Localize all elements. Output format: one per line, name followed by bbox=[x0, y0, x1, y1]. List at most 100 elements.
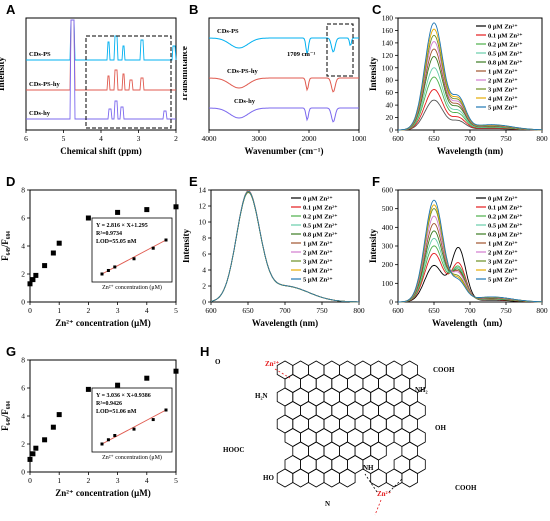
data-point bbox=[56, 240, 62, 246]
y-tick-label: 2 bbox=[21, 270, 25, 279]
fit-line bbox=[101, 239, 167, 275]
plot-frame bbox=[208, 17, 360, 131]
y-tick-label: 40 bbox=[386, 101, 394, 110]
panel-label: G bbox=[6, 344, 17, 359]
x-axis-label: Wavelength (nm) bbox=[437, 146, 503, 156]
panel-h: H H₂N NH₂ OH HO COOH HOOC COOH NH N O Zn²⁺ Zn²⁺ bbox=[190, 342, 550, 516]
group-label: NH₂ bbox=[415, 386, 428, 394]
series-label: CDs-PS bbox=[29, 51, 51, 58]
fluorescence-chart-f: 600 650 700 750 800 0 100 200 300 400 500 600 Wavele… bbox=[368, 186, 548, 329]
annotation: 1709 cm⁻¹ bbox=[287, 51, 315, 58]
legend-entry: 0.8 μM Zn²⁺ bbox=[488, 232, 523, 239]
series-line bbox=[26, 19, 176, 91]
y-tick-label: 10 bbox=[199, 218, 207, 227]
legend-entry: 0 μM Zn²⁺ bbox=[303, 196, 333, 203]
legend-entry: 1 μM Zn²⁺ bbox=[303, 241, 333, 248]
coordination-bond bbox=[274, 368, 291, 379]
y-tick-label: 80 bbox=[386, 76, 394, 85]
x-tick-label: 1 bbox=[57, 476, 61, 485]
data-point bbox=[85, 215, 91, 221]
x-tick-label: 700 bbox=[464, 134, 476, 143]
series-label: CDs-PS-hy bbox=[29, 81, 60, 88]
coordination-bond bbox=[374, 499, 382, 516]
y-tick-label: 100 bbox=[382, 279, 394, 288]
inset-point bbox=[100, 442, 104, 446]
series-line bbox=[26, 19, 177, 61]
legend-entry: 0 μM Zn²⁺ bbox=[488, 196, 518, 203]
x-tick-label: 4 bbox=[145, 306, 149, 315]
data-point bbox=[33, 272, 39, 278]
fluorescence-chart-c: 600 650 700 750 800 0 20 40 60 80 100 120 140 160 180 W… bbox=[368, 14, 548, 157]
legend-entry: 4 μM Zn²⁺ bbox=[303, 268, 333, 275]
series-line bbox=[208, 37, 359, 54]
panel-label: E bbox=[189, 174, 198, 189]
legend-entry: 0.8 μM Zn²⁺ bbox=[488, 60, 523, 67]
panel-f: F 600 650 700 750 800 0 100 200 300 400 500 600 Wave… bbox=[366, 172, 550, 340]
inset-point bbox=[164, 408, 168, 412]
coordination-bond bbox=[388, 477, 404, 493]
series-label: CDs-PS-hy bbox=[227, 68, 258, 75]
group-label: N bbox=[325, 500, 330, 508]
y-tick-label: 600 bbox=[382, 186, 394, 195]
fit-line bbox=[101, 409, 167, 445]
legend-entry: 0.5 μM Zn²⁺ bbox=[303, 223, 338, 230]
x-tick-label: 2000 bbox=[302, 134, 317, 143]
highlight-box bbox=[326, 23, 354, 77]
x-tick-label: 750 bbox=[500, 306, 512, 315]
x-axis-label: Chemical shift (ppm) bbox=[60, 146, 142, 156]
group-label: OH bbox=[435, 424, 446, 432]
inset-point bbox=[106, 438, 110, 442]
x-axis-label: Wavelength（nm） bbox=[432, 318, 508, 328]
series-label: CDs-hy bbox=[234, 98, 256, 105]
series-label: CDs-PS bbox=[217, 28, 239, 35]
group-label: HOOC bbox=[223, 446, 244, 454]
y-tick-label: 2 bbox=[202, 282, 206, 291]
y-tick-label: 6 bbox=[21, 214, 25, 223]
x-tick-label: 6 bbox=[24, 134, 28, 143]
y-axis-label: Intensity bbox=[0, 57, 6, 92]
legend-entry: 3 μM Zn²⁺ bbox=[303, 259, 333, 266]
x-tick-label: 2 bbox=[174, 134, 178, 143]
legend-entry: 0.1 μM Zn²⁺ bbox=[488, 205, 523, 212]
hexagon bbox=[323, 468, 340, 488]
legend-entry: 1 μM Zn²⁺ bbox=[488, 69, 518, 76]
inset-point bbox=[100, 272, 104, 276]
x-tick-label: 600 bbox=[392, 134, 404, 143]
series-line bbox=[210, 190, 359, 303]
y-tick-label: 6 bbox=[202, 250, 206, 259]
y-tick-label: 8 bbox=[202, 234, 206, 243]
group-label: COOH bbox=[455, 484, 477, 492]
hexagon bbox=[292, 468, 309, 488]
y-tick-label: 2 bbox=[21, 440, 25, 449]
y-tick-label: 4 bbox=[21, 412, 25, 421]
y-tick-label: 4 bbox=[21, 242, 25, 251]
legend-entry: 5 μM Zn²⁺ bbox=[303, 277, 333, 284]
group-label: O bbox=[215, 358, 221, 366]
y-axis-label: Intensity bbox=[183, 229, 191, 264]
series-line bbox=[397, 22, 542, 131]
ratio-chart-d: 0 1 2 3 4 5 0 2 4 6 8 Zn²⁺ concentration (μM) F₆₄₉/F… bbox=[0, 186, 179, 328]
x-tick-label: 650 bbox=[242, 306, 254, 315]
x-tick-label: 3 bbox=[116, 476, 120, 485]
x-axis-label: Zn²⁺ concentration (μM) bbox=[55, 488, 151, 498]
data-point bbox=[173, 204, 179, 210]
data-point bbox=[30, 451, 36, 457]
x-tick-label: 0 bbox=[28, 306, 32, 315]
x-tick-label: 700 bbox=[279, 306, 291, 315]
series-line bbox=[208, 77, 359, 93]
inset-equation: Y = 3.036 × X+0.9386 bbox=[96, 393, 151, 399]
hexagon bbox=[401, 468, 418, 488]
data-point bbox=[42, 263, 48, 269]
series-line bbox=[397, 199, 543, 303]
group-label: NH bbox=[363, 464, 374, 472]
y-axis-label: F₆₄₉/F₆₈₄ bbox=[0, 231, 10, 261]
y-tick-label: 20 bbox=[386, 113, 394, 122]
y-axis-label: Intensity bbox=[368, 57, 378, 92]
x-tick-label: 4 bbox=[99, 134, 103, 143]
group-label: HO bbox=[263, 474, 274, 482]
legend-entry: 0.2 μM Zn²⁺ bbox=[488, 42, 523, 49]
inset-x-label: Zn²⁺ concentration (μM) bbox=[102, 454, 162, 461]
inset-frame bbox=[91, 387, 173, 453]
y-tick-label: 400 bbox=[382, 223, 394, 232]
zinc-ion: Zn²⁺ bbox=[377, 490, 392, 498]
